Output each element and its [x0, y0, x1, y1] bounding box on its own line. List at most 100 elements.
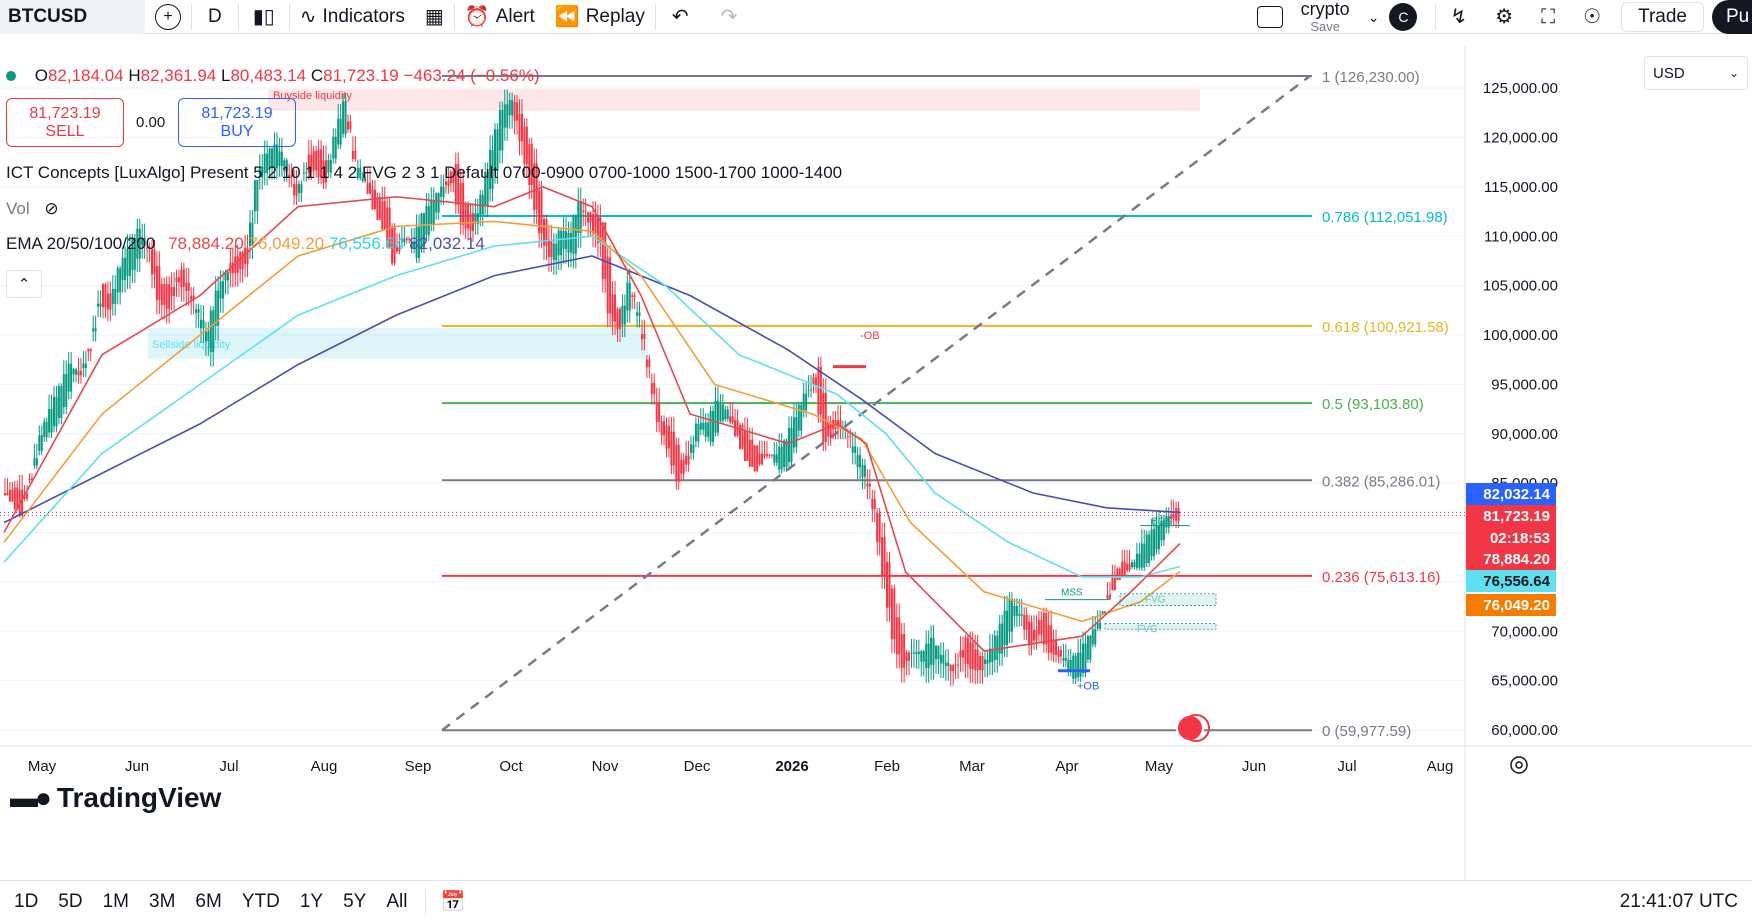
- candle-body: [141, 238, 144, 246]
- layout-toggle-button[interactable]: [1247, 0, 1293, 34]
- replay-button[interactable]: ⏪ Replay: [545, 0, 655, 34]
- candle-body: [239, 252, 242, 270]
- candle-body: [1150, 529, 1153, 557]
- undo-button[interactable]: ↶: [656, 0, 705, 34]
- candle-body: [175, 277, 178, 283]
- range-button-6m[interactable]: 6M: [195, 890, 222, 912]
- snapshot-button[interactable]: ☉: [1569, 0, 1615, 34]
- candle-body: [758, 453, 761, 465]
- candle-body: [234, 256, 237, 274]
- ema-legend[interactable]: EMA 20/50/100/200 78,884.20 76,049.20 76…: [6, 234, 485, 254]
- currency-select[interactable]: USD ⌄: [1644, 56, 1748, 90]
- fvg-zone: [1119, 593, 1217, 606]
- symbol-search-button[interactable]: BTCUSD: [0, 0, 145, 34]
- candle-body: [153, 249, 156, 275]
- candle-body: [192, 295, 195, 300]
- layout-name-button[interactable]: crypto Save: [1293, 0, 1358, 33]
- candle-body: [30, 478, 33, 481]
- range-button-1m[interactable]: 1M: [102, 890, 129, 912]
- toolbar-divider: [425, 888, 427, 915]
- trade-button[interactable]: Trade: [1621, 1, 1704, 32]
- indicator-legend[interactable]: ICT Concepts [LuxAlgo] Present 5 2 10 1 …: [6, 163, 842, 183]
- range-button-5y[interactable]: 5Y: [343, 890, 367, 912]
- range-button-3m[interactable]: 3M: [149, 890, 176, 912]
- candle-body: [324, 160, 327, 183]
- add-circle-icon: +: [155, 3, 181, 30]
- volume-legend[interactable]: Vol ⊘: [6, 199, 59, 219]
- add-symbol-button[interactable]: +: [145, 0, 191, 34]
- interval-label: D: [208, 5, 222, 27]
- candle-body: [873, 499, 876, 510]
- ema50-line: [3, 220, 1181, 623]
- candle-body: [418, 226, 421, 258]
- range-button-1y[interactable]: 1Y: [299, 890, 324, 912]
- collapse-legend-button[interactable]: ⌃: [6, 270, 42, 298]
- candle-body: [400, 238, 403, 243]
- candle-body: [219, 281, 222, 299]
- candle-body: [1050, 625, 1053, 653]
- sell-button[interactable]: 81,723.19 SELL: [6, 98, 124, 147]
- candle-body: [165, 284, 168, 309]
- candle-body: [376, 197, 379, 220]
- quick-search-button[interactable]: ↯: [1436, 0, 1481, 34]
- candle-body: [1175, 508, 1178, 521]
- utc-clock[interactable]: 21:41:07 UTC: [1619, 891, 1738, 912]
- range-button-all[interactable]: All: [386, 890, 408, 912]
- candle-body: [121, 257, 124, 281]
- settings-button[interactable]: ⚙: [1481, 0, 1527, 34]
- range-button-ytd[interactable]: YTD: [241, 890, 280, 912]
- candle-body: [817, 366, 820, 415]
- ema100-value: 76,556.64: [328, 234, 405, 253]
- sell-label: SELL: [45, 122, 85, 140]
- indicators-button[interactable]: ∿ Indicators: [290, 0, 415, 34]
- publish-button[interactable]: Pu: [1712, 0, 1752, 34]
- candle-body: [435, 193, 438, 213]
- avatar[interactable]: C: [1389, 2, 1418, 31]
- candle-body: [888, 561, 891, 608]
- candle-body: [70, 363, 73, 392]
- candle-body: [523, 126, 526, 164]
- low-value: 80,483.14: [230, 66, 307, 85]
- candle-body: [410, 241, 413, 249]
- candle-body: [1023, 614, 1026, 630]
- candle-body: [611, 294, 614, 322]
- buy-button[interactable]: 81,723.19 BUY: [178, 98, 296, 147]
- candle-body: [339, 118, 342, 145]
- range-button-1d[interactable]: 1D: [14, 890, 39, 912]
- candle-body: [1138, 553, 1141, 568]
- redo-button[interactable]: ↷: [705, 0, 754, 34]
- alert-button[interactable]: ⏰ Alert: [455, 0, 545, 34]
- candle-body: [665, 425, 668, 449]
- chart-area[interactable]: Buyside liquidity Sellside liquidity 1 (12…: [0, 46, 1752, 880]
- candle-body: [861, 465, 864, 477]
- eye-off-icon[interactable]: ⊘: [44, 199, 59, 218]
- time-axis-label: Aug: [1427, 758, 1454, 775]
- candle-body: [565, 231, 568, 249]
- candle-body: [783, 440, 786, 467]
- symbol-label: BTCUSD: [8, 5, 88, 27]
- layout-menu-button[interactable]: ⌄: [1358, 0, 1390, 34]
- time-axis-label: Nov: [592, 758, 619, 775]
- candle-body: [812, 377, 815, 386]
- top-toolbar: BTCUSD + D ▮▯ ∿ Indicators ▦ ⏰ Alert ⏪ Repl…: [0, 0, 1752, 34]
- layout-save-label: Save: [1310, 19, 1340, 34]
- candle-body: [413, 241, 416, 249]
- candle-body: [704, 422, 707, 437]
- fullscreen-button[interactable]: ⛶: [1527, 0, 1569, 34]
- candle-body: [981, 655, 984, 671]
- templates-button[interactable]: ▦: [415, 0, 454, 34]
- go-to-date-button[interactable]: 📅: [426, 885, 479, 919]
- tradingview-logo[interactable]: ▬● TradingView: [10, 782, 221, 814]
- candle-body: [298, 184, 300, 194]
- chart-type-button[interactable]: ▮▯: [239, 0, 289, 34]
- interval-button[interactable]: D: [192, 0, 238, 34]
- candle-body: [104, 284, 107, 308]
- candle-body: [97, 303, 100, 307]
- candle-body: [1028, 621, 1031, 646]
- candle-body: [445, 181, 447, 186]
- candle-body: [359, 167, 362, 179]
- candle-body: [430, 200, 433, 225]
- candle-body: [709, 410, 712, 443]
- range-button-5d[interactable]: 5D: [58, 890, 83, 912]
